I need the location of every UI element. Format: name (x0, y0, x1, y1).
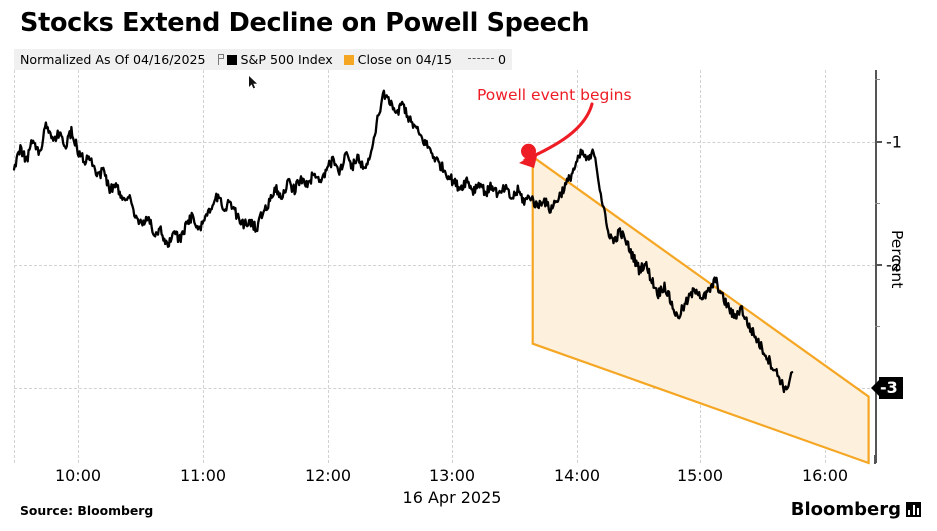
series-svg (12, 89, 870, 465)
sp500-line (12, 89, 794, 394)
gridline-vertical (700, 70, 701, 463)
flag-marker-icon (217, 54, 225, 65)
declining-channel-shape (531, 154, 870, 465)
gridline-vertical (452, 70, 453, 463)
brand-text: Bloomberg (790, 499, 901, 520)
bloomberg-bars-icon (906, 502, 921, 517)
legend-item-close[interactable]: Close on 04/15 (343, 52, 452, 67)
annotation-label: Powell event begins (477, 86, 632, 104)
gridline-vertical (203, 70, 204, 463)
gridline-horizontal (14, 388, 875, 389)
y-axis-line (875, 70, 877, 463)
y-axis-title: Percent (888, 230, 906, 289)
x-axis-date-label: 16 Apr 2025 (402, 488, 502, 507)
legend-item-sp500[interactable]: S&P 500 Index (217, 52, 333, 67)
last-value-badge: -3 (871, 377, 903, 399)
chart-legend: Normalized As Of 04/16/2025 S&P 500 Inde… (14, 49, 512, 70)
y-axis-minor-tick (875, 326, 880, 328)
y-axis-tick (875, 264, 882, 266)
legend-item-baseline[interactable]: 0 (463, 52, 506, 67)
x-axis-end-tick (874, 455, 876, 464)
gridline-vertical (78, 70, 79, 463)
gridline-vertical (825, 70, 826, 463)
legend-label-close: Close on 04/15 (357, 52, 452, 67)
bloomberg-brand: Bloomberg (791, 499, 921, 520)
y-axis-label-2: -2 (886, 255, 902, 275)
last-value-text: -3 (879, 377, 903, 399)
gridline-horizontal (14, 265, 875, 266)
source-label: Source: Bloomberg (20, 503, 154, 518)
y-axis-minor-tick (875, 79, 880, 81)
legend-swatch-sp500 (226, 54, 237, 65)
y-axis-tick (875, 141, 882, 143)
chart-plot-area (12, 70, 875, 465)
legend-label-baseline: 0 (497, 52, 506, 67)
x-axis-label-1300: 13:00 (428, 466, 476, 485)
y-axis-label-1: -1 (886, 132, 902, 152)
y-axis-minor-tick (875, 203, 880, 205)
legend-label-sp500: S&P 500 Index (240, 52, 333, 67)
x-axis-label-1600: 16:00 (801, 466, 849, 485)
gridline-vertical (14, 70, 15, 463)
gridline-horizontal (14, 142, 875, 143)
badge-pointer-icon (871, 380, 879, 396)
x-axis-label-1100: 11:00 (179, 466, 227, 485)
mouse-cursor-icon (249, 76, 257, 89)
x-axis-label-1000: 10:00 (54, 466, 102, 485)
x-axis-label-1200: 12:00 (304, 466, 352, 485)
legend-normalized-label: Normalized As Of 04/16/2025 (20, 52, 206, 67)
x-axis-label-1500: 15:00 (676, 466, 724, 485)
page-title: Stocks Extend Decline on Powell Speech (20, 8, 590, 38)
legend-swatch-close (343, 54, 354, 65)
x-axis-label-1400: 14:00 (553, 466, 601, 485)
dashed-line-icon (467, 58, 494, 59)
gridline-vertical (328, 70, 329, 463)
red-dot-marker (521, 143, 536, 159)
